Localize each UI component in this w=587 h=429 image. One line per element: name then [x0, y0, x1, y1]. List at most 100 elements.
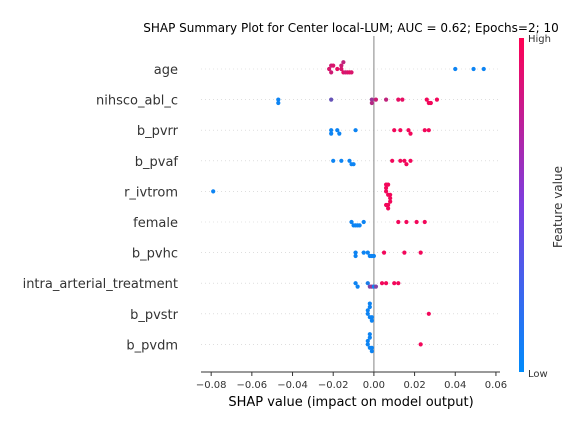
shap-point — [353, 253, 358, 259]
shap-point — [331, 158, 336, 163]
shap-point — [335, 66, 340, 72]
shap-point — [426, 128, 431, 133]
shap-point — [347, 158, 352, 163]
shap-point — [404, 162, 409, 167]
shap-point — [335, 128, 340, 133]
feature-label: b_pvaf — [135, 155, 179, 170]
shap-point — [379, 281, 385, 286]
shap-point — [211, 189, 216, 194]
shap-point — [390, 158, 395, 163]
x-tick-label: −0.06 — [237, 380, 268, 391]
shap-point — [355, 284, 360, 289]
feature-label: b_pvrr — [137, 124, 179, 139]
shap-point — [396, 219, 401, 225]
x-tick-label: 0.02 — [403, 380, 425, 391]
shap-point — [369, 100, 374, 106]
shap-point — [398, 158, 403, 163]
shap-point — [396, 97, 401, 102]
shap-point — [276, 97, 281, 102]
shap-point — [365, 281, 370, 286]
feature-label: b_pvhc — [132, 247, 178, 262]
shap-point — [418, 250, 423, 255]
shap-point — [329, 131, 334, 136]
shap-point — [426, 311, 431, 316]
shap-point — [402, 250, 407, 255]
shap-point — [369, 318, 374, 323]
colorbar-high-label: High — [528, 34, 551, 45]
shap-point — [386, 206, 391, 211]
shap-point — [481, 66, 486, 72]
shap-point — [349, 219, 354, 225]
shap-point — [339, 63, 344, 68]
shap-point — [408, 131, 413, 136]
x-tick-label: 0.06 — [485, 380, 507, 391]
colorbar-low-label: Low — [528, 369, 548, 380]
feature-label: b_pvdm — [126, 338, 178, 353]
shap-point — [361, 250, 366, 255]
shap-point — [408, 158, 413, 163]
feature-label: r_ivtrom — [124, 185, 178, 200]
shap-point — [365, 250, 370, 255]
shap-point — [418, 342, 423, 347]
shap-point — [424, 97, 429, 102]
shap-point — [396, 281, 401, 286]
feature-label: b_pvstr — [130, 308, 179, 323]
shap-point — [422, 128, 427, 133]
shap-point — [367, 304, 372, 310]
shap-point — [383, 185, 389, 191]
shap-point — [361, 219, 366, 225]
shap-point — [383, 202, 389, 208]
x-ticks: −0.08 −0.06 −0.04 −0.02 0.00 0.02 0.04 0.06 — [196, 372, 507, 391]
shap-point — [339, 66, 344, 72]
x-axis-label: SHAP value (impact on model output) — [228, 395, 473, 410]
shap-point — [369, 345, 374, 350]
shap-point — [353, 250, 358, 255]
shap-point — [388, 196, 393, 201]
shap-point — [383, 182, 389, 187]
shap-point — [434, 97, 440, 102]
feature-label: nihsco_abl_c — [96, 94, 178, 109]
shap-point — [402, 158, 407, 163]
shap-point — [404, 219, 409, 225]
shap-point — [369, 97, 374, 102]
shap-point — [365, 342, 370, 347]
shap-point — [373, 284, 379, 289]
shap-point — [369, 315, 374, 320]
shap-point — [327, 66, 332, 72]
x-tick-label: −0.04 — [277, 380, 308, 391]
x-tick-label: 0.04 — [444, 380, 466, 391]
x-tick-label: 0.00 — [363, 380, 385, 391]
shap-point — [383, 189, 389, 194]
shap-point — [453, 66, 458, 72]
feature-label: intra_arterial_treatment — [23, 277, 178, 292]
colorbar — [519, 38, 524, 372]
shap-point — [388, 199, 393, 204]
shap-points — [211, 60, 486, 354]
shap-point — [381, 250, 387, 255]
shap-point — [471, 66, 476, 72]
shap-point — [398, 128, 403, 133]
shap-point — [400, 97, 405, 102]
shap-point — [388, 192, 393, 197]
shap-point — [365, 338, 370, 344]
colorbar-title: Feature value — [551, 166, 565, 248]
shap-point — [349, 70, 354, 75]
shap-point — [367, 332, 372, 337]
shap-point — [329, 70, 334, 75]
feature-labels: age nihsco_abl_c b_pvrr b_pvaf r_ivtromfemal… — [23, 63, 179, 353]
shap-point — [383, 281, 389, 286]
feature-label: age — [154, 63, 178, 78]
shap-point — [414, 219, 419, 225]
row-guides — [201, 68, 500, 345]
shap-point — [422, 219, 427, 225]
shap-point — [367, 301, 372, 306]
shap-point — [367, 335, 372, 340]
shap-point — [353, 281, 358, 286]
shap-point — [329, 97, 334, 102]
shap-point — [276, 100, 281, 106]
shap-point — [353, 128, 358, 133]
shap-point — [373, 97, 379, 102]
shap-point — [329, 128, 334, 133]
x-tick-label: −0.02 — [318, 380, 349, 391]
